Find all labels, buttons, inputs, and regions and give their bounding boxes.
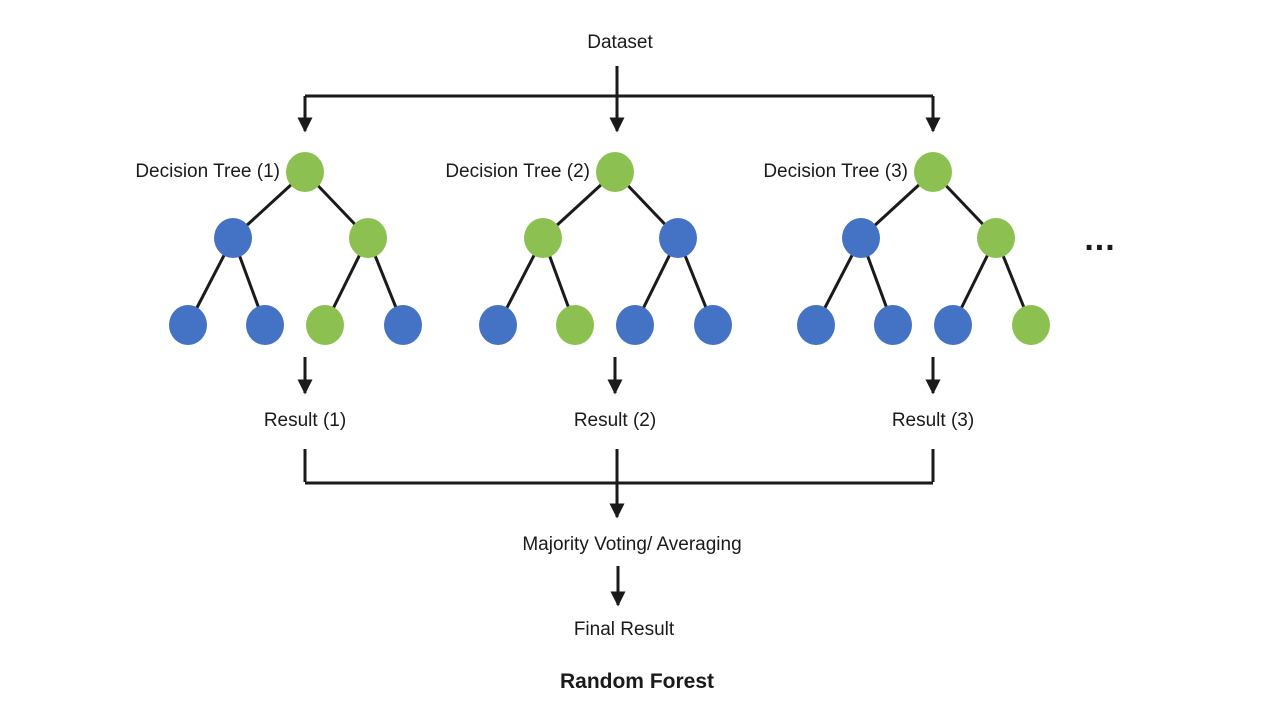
- tree-leaf-node: [874, 305, 912, 345]
- result-1-label: Result (1): [263, 410, 347, 431]
- tree-leaf-node: [169, 305, 207, 345]
- tree-leaf-node: [616, 305, 654, 345]
- tree-internal-node: [214, 218, 252, 258]
- dataset-label: Dataset: [587, 32, 653, 53]
- tree-internal-node: [842, 218, 880, 258]
- tree-internal-node: [659, 218, 697, 258]
- tree-leaf-node: [934, 305, 972, 345]
- decision-tree-3-label: Decision Tree (3): [763, 161, 908, 182]
- aggregation-label: Majority Voting/ Averaging: [522, 534, 742, 555]
- tree-root-node: [286, 152, 324, 192]
- tree-leaf-node: [694, 305, 732, 345]
- tree-leaf-node: [479, 305, 517, 345]
- decision-trees: [169, 152, 1050, 345]
- tree-root-node: [914, 152, 952, 192]
- tree-leaf-node: [797, 305, 835, 345]
- decision-tree-2-label: Decision Tree (2): [445, 161, 590, 182]
- more-trees-ellipsis: ...: [1084, 220, 1116, 258]
- final-result-label: Final Result: [573, 619, 675, 640]
- tree-internal-node: [524, 218, 562, 258]
- tree-leaf-node: [246, 305, 284, 345]
- decision-tree-1-label: Decision Tree (1): [135, 161, 280, 182]
- tree-leaf-node: [306, 305, 344, 345]
- connector-arrows: [297, 66, 941, 607]
- result-2-label: Result (2): [573, 410, 657, 431]
- tree-internal-node: [349, 218, 387, 258]
- diagram-title: Random Forest: [559, 670, 714, 693]
- tree-leaf-node: [384, 305, 422, 345]
- tree-leaf-node: [556, 305, 594, 345]
- tree-leaf-node: [1012, 305, 1050, 345]
- tree-root-node: [596, 152, 634, 192]
- result-3-label: Result (3): [891, 410, 975, 431]
- tree-internal-node: [977, 218, 1015, 258]
